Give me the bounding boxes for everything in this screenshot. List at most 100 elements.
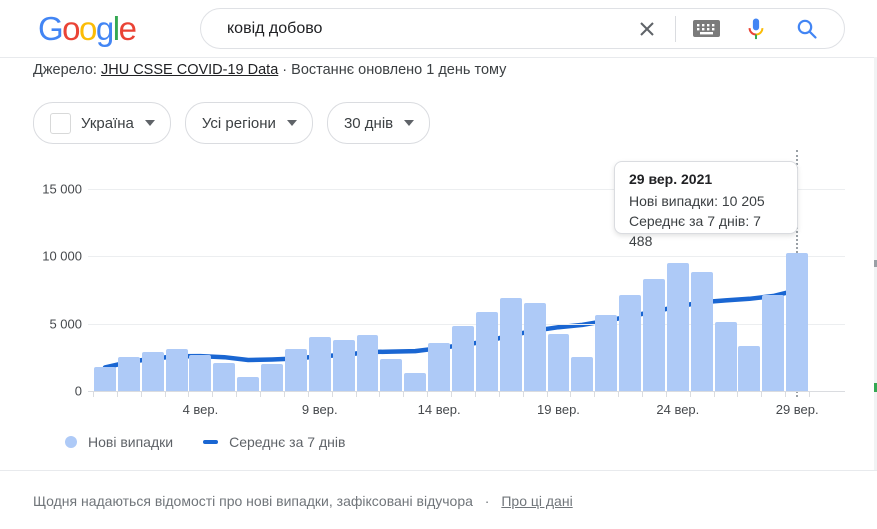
about-data-link[interactable]: Про ці дані (501, 493, 573, 509)
chart-bar[interactable] (690, 272, 713, 391)
y-axis-label: 0 (74, 383, 82, 399)
period-filter-label: 30 днів (343, 114, 394, 132)
logo-letter: l (112, 10, 120, 47)
region-filter-chip[interactable]: Усі регіони (184, 102, 313, 144)
chart-bar[interactable] (452, 326, 474, 391)
x-axis-tick (665, 392, 667, 397)
chart-bar[interactable] (475, 312, 498, 391)
logo-letter: o (62, 10, 80, 47)
x-axis-tick (642, 392, 643, 397)
x-axis-tick (761, 392, 763, 397)
chart-bar[interactable] (547, 334, 570, 391)
keyboard-icon[interactable] (693, 19, 720, 39)
chart-bar[interactable] (738, 345, 761, 391)
country-filter-chip[interactable]: Україна (33, 102, 171, 144)
search-bar (200, 8, 845, 49)
new-cases-swatch-icon (65, 436, 77, 448)
chart-bar[interactable] (189, 355, 212, 391)
chart-bar[interactable] (380, 359, 403, 391)
legend-item-average: Середнє за 7 днів (203, 434, 345, 450)
chart-bar[interactable] (571, 357, 594, 391)
chart-bar[interactable] (666, 262, 689, 391)
chart-bar[interactable] (404, 373, 427, 391)
clear-icon[interactable] (636, 18, 658, 40)
x-axis-tick (212, 392, 214, 397)
x-axis-tick (809, 392, 811, 397)
x-axis-tick (355, 392, 357, 397)
logo-letter: e (118, 10, 137, 47)
footer-divider (0, 470, 877, 471)
tooltip-average: Середнє за 7 днів: 7 488 (629, 213, 761, 249)
chart-bar[interactable] (165, 349, 188, 391)
search-icon[interactable] (795, 17, 819, 41)
legend-label: Середнє за 7 днів (229, 434, 346, 450)
x-axis-tick (379, 392, 381, 397)
chart-bar[interactable] (237, 376, 260, 391)
x-axis-tick (498, 392, 500, 397)
period-filter-chip[interactable]: 30 днів (326, 102, 431, 144)
scrollbar[interactable] (874, 57, 877, 470)
x-axis-tick (260, 392, 262, 397)
chart-bar[interactable] (356, 335, 379, 391)
x-axis-tick (188, 392, 190, 397)
chart-bar[interactable] (428, 343, 451, 391)
chart-bar[interactable] (499, 297, 522, 391)
logo-letter: o (79, 10, 97, 47)
x-axis-tick (737, 392, 739, 397)
x-axis-tick (403, 392, 405, 397)
x-axis-label: 4 вер. (182, 402, 219, 417)
logo-letter: G (38, 10, 64, 47)
covid-cases-chart: 29 вер. 2021 Нові випадки: 10 205 Середн… (0, 150, 877, 460)
x-axis-label: 9 вер. (301, 402, 338, 417)
tooltip-new-cases: Нові випадки: 10 205 (629, 193, 765, 209)
source-suffix: · Востаннє оновлено 1 день тому (282, 62, 507, 78)
chevron-down-icon (404, 120, 415, 126)
x-axis-tick (689, 392, 691, 397)
chart-bar[interactable] (619, 294, 642, 391)
x-axis-tick (451, 392, 453, 397)
chevron-down-icon (286, 120, 297, 126)
average-swatch-icon (203, 440, 219, 444)
x-axis-label: 24 вер. (656, 402, 700, 417)
footer-separator: · (484, 493, 490, 509)
chart-bar[interactable] (261, 364, 283, 391)
chart-bar[interactable] (94, 367, 116, 391)
scrollbar-mark (874, 260, 877, 267)
x-axis-tick (307, 392, 309, 397)
x-axis-tick (283, 392, 285, 397)
x-axis-tick (331, 392, 333, 397)
chart-bar[interactable] (308, 337, 331, 391)
mic-icon[interactable] (744, 17, 768, 41)
source-link[interactable]: JHU CSSE COVID-19 Data (100, 62, 279, 78)
x-axis-tick (164, 392, 166, 397)
chart-bar[interactable] (332, 339, 355, 391)
x-axis-tick (522, 392, 524, 397)
x-axis-tick (570, 392, 572, 397)
gridline (88, 391, 845, 392)
chart-bar[interactable] (213, 362, 236, 391)
google-logo[interactable]: Google (38, 10, 137, 48)
chart-bar[interactable] (595, 314, 618, 391)
chart-bar[interactable] (643, 279, 665, 391)
footer-note: Щодня надаються відомості про нові випад… (33, 493, 573, 509)
chart-bar[interactable] (762, 295, 785, 391)
chart-bar[interactable] (714, 321, 737, 391)
logo-letter: g (95, 10, 114, 47)
gridline (88, 256, 845, 258)
gridline (88, 323, 845, 325)
search-input[interactable] (225, 18, 636, 39)
chart-bar[interactable] (523, 302, 546, 391)
chart-bar[interactable] (284, 349, 307, 391)
x-axis-tick (594, 392, 596, 397)
chart-bar[interactable] (117, 356, 140, 391)
x-axis-tick (116, 392, 118, 397)
y-axis-label: 5 000 (49, 316, 82, 332)
chart-bar[interactable] (786, 253, 809, 391)
region-filter-label: Усі регіони (201, 114, 276, 132)
x-axis-tick (618, 392, 620, 397)
x-axis-tick (236, 392, 238, 397)
chart-bar[interactable] (141, 351, 164, 391)
x-axis-tick (785, 392, 787, 397)
chart-tooltip: 29 вер. 2021 Нові випадки: 10 205 Середн… (614, 161, 798, 249)
